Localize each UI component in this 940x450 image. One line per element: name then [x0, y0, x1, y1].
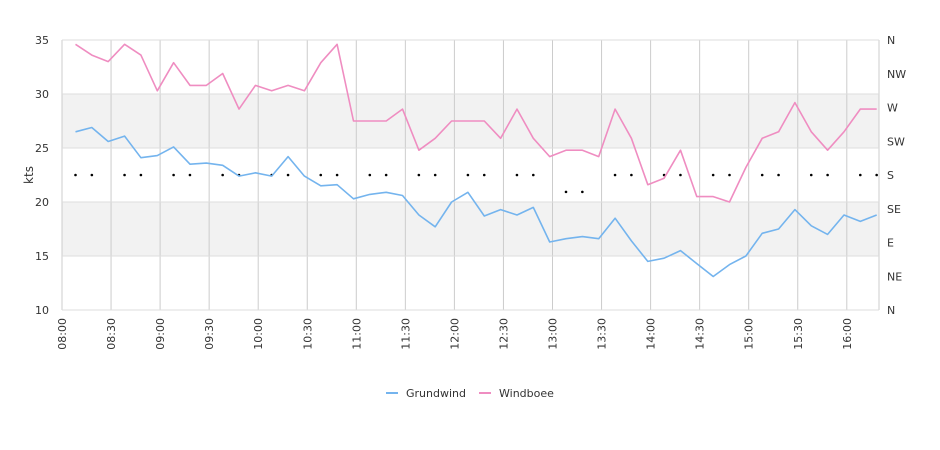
series-line-grundwind — [75, 126, 877, 278]
x-tick-label: 14:00 — [645, 318, 658, 350]
x-tick-label: 15:30 — [792, 318, 805, 350]
x-tick-label: 11:30 — [399, 318, 412, 350]
x-tick-label: 08:00 — [56, 318, 69, 350]
x-tick-label: 08:30 — [105, 318, 118, 350]
y2-tick-label: E — [887, 237, 894, 250]
y2-tick-label: SW — [887, 135, 905, 148]
direction-dot — [139, 173, 143, 177]
x-tick-label: 10:30 — [301, 318, 314, 350]
y-tick-label: 20 — [35, 196, 49, 209]
series-lines — [75, 43, 877, 278]
x-axis-ticks: 08:00 08:30 09:00 09:30 10:00 10:30 11:00 11:30… — [56, 318, 854, 350]
direction-dot — [564, 190, 568, 194]
direction-dot — [482, 173, 486, 177]
y2-tick-label: NW — [887, 68, 906, 81]
direction-dot — [679, 173, 682, 177]
y2-tick-label: NE — [887, 270, 902, 283]
direction-dot — [613, 173, 617, 177]
direction-dot — [760, 173, 764, 177]
y-tick-label: 10 — [35, 304, 49, 317]
horizontal-gridlines — [62, 39, 879, 311]
y2-tick-label: N — [887, 34, 895, 47]
direction-dot — [368, 173, 372, 177]
x-tick-label: 10:00 — [252, 318, 265, 350]
direction-dot — [384, 173, 388, 177]
direction-dot — [74, 173, 77, 177]
direction-dot — [859, 173, 862, 177]
series-line-windboee — [75, 43, 877, 203]
direction-dot — [90, 173, 94, 177]
direction-dot — [777, 173, 780, 177]
direction-dot — [188, 173, 192, 177]
direction-dot — [515, 173, 519, 177]
x-tick-label: 16:00 — [841, 318, 854, 350]
direction-dot — [532, 173, 535, 177]
y2-axis-direction-ticks: N NE E SE S SW W NW N — [887, 34, 906, 317]
legend-item-grundwind[interactable]: Grundwind — [386, 387, 466, 400]
y2-tick-label: SE — [887, 203, 901, 216]
y-axis-ticks: 10 15 20 25 30 35 — [35, 34, 49, 317]
direction-dot — [221, 173, 224, 177]
direction-dot — [728, 173, 731, 177]
direction-dot — [319, 173, 323, 177]
x-tick-label: 09:00 — [154, 318, 167, 350]
legend[interactable]: Grundwind Windboee — [386, 387, 554, 400]
shaded-bands — [62, 94, 879, 256]
x-tick-label: 13:30 — [596, 318, 609, 350]
legend-label: Windboee — [499, 387, 554, 400]
x-tick-label: 12:00 — [448, 318, 461, 350]
x-tick-label: 14:30 — [694, 318, 707, 350]
legend-item-windboee[interactable]: Windboee — [479, 387, 554, 400]
direction-dot — [123, 173, 126, 177]
x-tick-label: 15:00 — [743, 318, 756, 350]
direction-dot — [335, 173, 339, 177]
direction-dot — [809, 173, 813, 177]
y2-tick-label: N — [887, 304, 895, 317]
x-tick-label: 13:00 — [547, 318, 560, 350]
x-tick-label: 09:30 — [203, 318, 216, 350]
direction-dot — [417, 173, 421, 177]
direction-dot — [286, 173, 290, 177]
x-tick-label: 12:30 — [497, 318, 510, 350]
direction-dot — [172, 173, 175, 177]
y-axis-title: kts — [22, 166, 36, 184]
y-tick-label: 15 — [35, 250, 49, 263]
shaded-band — [62, 202, 879, 256]
direction-dot — [875, 173, 878, 177]
direction-dot — [711, 173, 715, 177]
direction-dot — [630, 173, 633, 177]
y-tick-label: 30 — [35, 88, 49, 101]
y-tick-label: 35 — [35, 34, 49, 47]
direction-marks — [74, 173, 878, 194]
y2-tick-label: W — [887, 102, 898, 115]
y-tick-label: 25 — [35, 142, 49, 155]
x-tick-label: 11:00 — [350, 318, 363, 350]
direction-dot — [581, 190, 584, 194]
vertical-gridlines — [61, 40, 880, 310]
legend-label: Grundwind — [406, 387, 466, 400]
y2-tick-label: S — [887, 169, 894, 182]
direction-dot — [826, 173, 829, 177]
direction-dot — [433, 173, 437, 177]
direction-dot — [466, 173, 470, 177]
